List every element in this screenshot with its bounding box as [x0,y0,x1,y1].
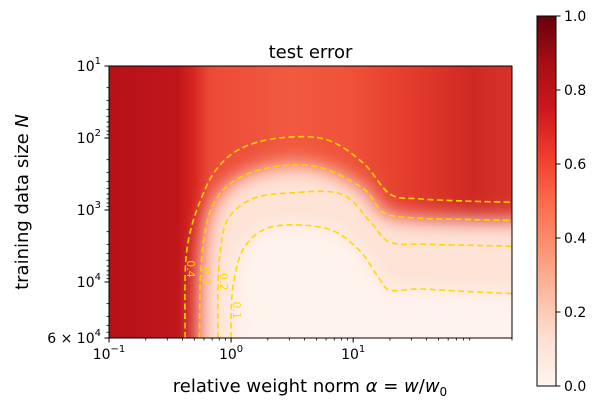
contour-lines [184,135,512,338]
x-tick-label: 10−1 [93,344,126,363]
y-axis-ticks: 101 102 103 104 6 × 104 [47,56,109,347]
contour-label-0.3: 0.3 [199,267,212,285]
x-axis-label-text: relative weight norm [173,376,366,397]
colorbar-ticks: 0.0 0.2 0.4 0.6 0.8 1.0 [556,9,586,395]
y-tick-label: 102 [77,128,101,147]
y-axis-label: training data size N [12,114,33,290]
x-axis-label-alpha: α [366,376,378,397]
x-axis-label: relative weight norm α = w/w0 [173,376,447,399]
colorbar-tick-label: 0.4 [564,231,586,247]
contour-label-0.1: 0.1 [230,302,243,320]
y-tick-label: 104 [77,272,101,291]
contour-line-0.2 [216,190,512,338]
x-tick-label: 101 [341,344,365,363]
contour-label-0.2: 0.2 [217,273,230,291]
colorbar-tick-label: 1.0 [564,9,586,25]
contour-line-0.3 [198,164,512,338]
y-tick-label: 101 [77,56,101,75]
colorbar-gradient [537,16,556,386]
contour-labels: 0.4 0.3 0.20.1 [184,260,243,319]
colorbar-tick-label: 0.2 [564,305,586,321]
colorbar-tick-label: 0.8 [564,83,586,99]
contour-line-0.4 [184,135,512,338]
y-tick-label: 6 × 104 [47,328,101,347]
contour-line-0.1 [230,224,512,338]
x-tick-label: 100 [219,344,243,363]
colorbar: 0.0 0.2 0.4 0.6 0.8 1.0 [536,9,586,395]
colorbar-frame [536,15,557,387]
colorbar-tick-label: 0.6 [564,157,586,173]
chart-title: test error [269,42,353,63]
plot-frame [108,65,513,339]
y-tick-label: 103 [77,200,101,219]
colorbar-tick-label: 0.0 [564,379,586,395]
contour-label-0.4: 0.4 [184,260,197,278]
heatmap-image [109,66,512,338]
x-axis-ticks: 10−1 100 101 [93,338,513,363]
